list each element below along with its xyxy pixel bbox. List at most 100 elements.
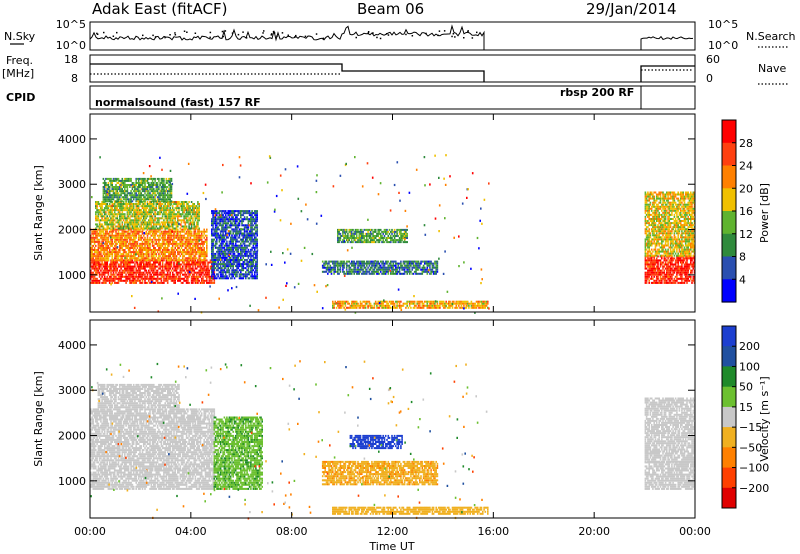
echo-cell [177,236,179,239]
echo-cell [122,232,125,235]
echo-cell [177,244,179,247]
echo-cell [198,259,200,262]
echo-cell [252,212,255,215]
echo-cell [137,238,140,241]
echo-cell [150,227,153,230]
echo-cell [246,236,248,239]
echo-cell [141,232,144,235]
echo-cell [250,254,252,257]
echo-cell [130,275,132,278]
echo-cell [243,212,246,215]
echo-cell [231,259,233,261]
echo-cell [193,230,195,233]
echo-cell [126,186,129,188]
nsearch-label: N.Search [746,30,796,43]
echo-cell [171,244,174,247]
echo-cell [198,230,200,233]
echo-cell [237,246,240,249]
nsearch-point [355,36,357,39]
echo-cell [127,215,130,218]
echo-cell [251,230,253,233]
echo-cell [222,236,224,239]
echo-cell [250,271,252,274]
echo-cell [93,232,96,235]
echo-cell [256,234,258,237]
echo-cell [185,219,188,222]
echo-cell [177,225,179,228]
echo-cell [150,238,153,241]
echo-cell [103,221,106,224]
echo-cell [121,215,124,218]
echo-cell [233,254,236,257]
echo-cell [174,221,176,224]
echo-cell [155,279,158,282]
echo-cell [103,251,106,254]
echo-cell [153,219,155,222]
echo-cell [113,238,116,241]
echo-cell [245,248,247,251]
echo-cell [197,240,199,243]
echo-cell [398,262,401,265]
echo-cell [352,264,354,267]
echo-cell [224,275,227,278]
echo-cell [125,275,127,278]
echo-cell [232,273,234,276]
echo-cell [183,205,185,208]
echo-cell [144,203,146,205]
echo-cell [219,261,222,263]
echo-cell [236,273,238,276]
echo-cell [136,230,139,233]
echo-cell [142,228,145,231]
echo-cell [420,268,422,271]
echo-cell [159,184,161,186]
echo-cell [195,263,198,266]
echo-cell [219,275,222,278]
echo-cell [140,205,142,208]
echo-cell [124,230,126,233]
echo-cell [125,209,127,212]
echo-cell [421,270,424,273]
echo-cell [153,240,155,243]
echo-cell [255,236,257,239]
echo-cell [194,251,197,254]
echo-cell [134,192,136,195]
echo-cell [102,281,105,284]
echo-cell [134,244,136,247]
echo-cell [141,271,144,274]
echo-cell [195,242,198,245]
echo-cell [192,263,194,266]
echo-cell [97,267,100,270]
echo-cell [105,247,107,249]
echo-cell [105,253,107,256]
echo-cell [174,217,176,220]
echo-cell [383,266,386,269]
echo-cell [108,209,111,212]
echo-cell [184,240,187,243]
echo-cell [117,279,120,282]
echo-cell [98,238,101,241]
echo-cell [388,264,391,267]
echo-cell [141,213,144,216]
echo-cell [218,224,221,227]
echo-cell [146,182,149,184]
echo-cell [165,219,168,222]
echo-cell [108,205,111,208]
echo-cell [217,234,219,237]
echo-cell [116,228,119,231]
cpid-program-1: normalsound (fast) 157 RF [95,96,261,109]
echo-cell [397,270,400,273]
echo-cell [115,265,117,268]
echo-cell [120,213,122,216]
echo-cell [139,244,141,247]
echo-cell [119,263,121,266]
echo-cell [256,216,258,219]
echo-cell [140,265,142,268]
echo-cell [221,269,223,272]
echo-cell [121,273,124,276]
echo-cell [127,269,130,272]
echo-cell [113,186,116,188]
echo-cell [240,277,242,280]
echo-cell [130,234,132,237]
echo-cell [159,234,161,237]
